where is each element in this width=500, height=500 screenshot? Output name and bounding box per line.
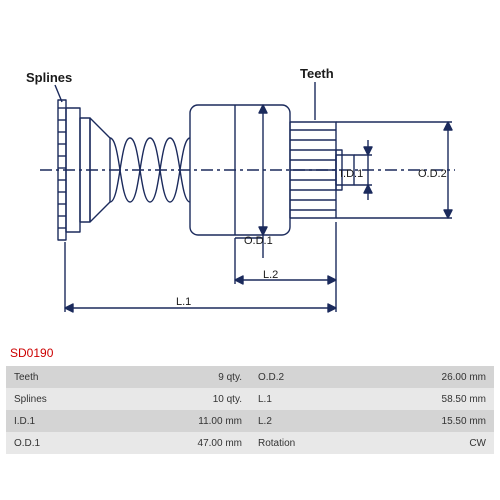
table-row: Splines 10 qty. L.1 58.50 mm [6,388,494,410]
spec-val: 26.00 mm [330,366,494,388]
table-row: Teeth 9 qty. O.D.2 26.00 mm [6,366,494,388]
dim-id1: I.D.1 [340,168,363,180]
spec-val: 15.50 mm [330,410,494,432]
spec-key: O.D.2 [250,366,330,388]
spec-key: I.D.1 [6,410,86,432]
spec-key: Teeth [6,366,86,388]
spec-table: Teeth 9 qty. O.D.2 26.00 mm Splines 10 q… [6,366,494,454]
spec-key: Splines [6,388,86,410]
table-row: O.D.1 47.00 mm Rotation CW [6,432,494,454]
dim-l2: L.2 [263,269,278,281]
part-id: SD0190 [10,346,53,360]
spec-key: Rotation [250,432,330,454]
spec-val: 47.00 mm [86,432,250,454]
spec-key: O.D.1 [6,432,86,454]
spec-val: 9 qty. [86,366,250,388]
dim-od2: O.D.2 [418,168,447,180]
dim-od1: O.D.1 [244,235,273,247]
splines-label: Splines [26,70,72,85]
spec-val: 10 qty. [86,388,250,410]
table-row: I.D.1 11.00 mm L.2 15.50 mm [6,410,494,432]
spec-val: 11.00 mm [86,410,250,432]
spec-val: CW [330,432,494,454]
spec-key: L.1 [250,388,330,410]
dim-l1: L.1 [176,296,191,308]
teeth-label: Teeth [300,66,334,81]
spec-val: 58.50 mm [330,388,494,410]
technical-drawing: Splines Teeth O.D.1 I.D.1 O.D.2 L.1 L.2 [0,0,500,340]
spec-key: L.2 [250,410,330,432]
